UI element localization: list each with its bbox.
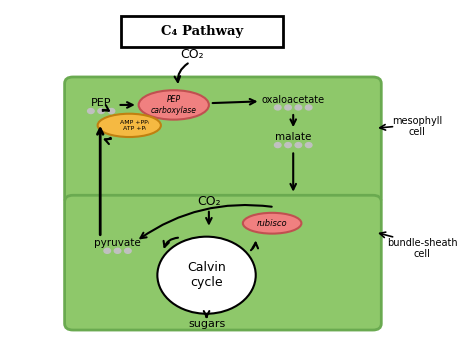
Text: PEP
carboxylase: PEP carboxylase	[151, 95, 197, 115]
Text: mesophyll
cell: mesophyll cell	[392, 116, 442, 137]
Circle shape	[305, 143, 312, 147]
Text: Calvin
cycle: Calvin cycle	[187, 261, 226, 289]
Ellipse shape	[157, 237, 256, 314]
Text: bundle-sheath
cell: bundle-sheath cell	[387, 238, 457, 259]
Ellipse shape	[243, 213, 301, 234]
Text: C₄ Pathway: C₄ Pathway	[161, 25, 243, 38]
Circle shape	[125, 248, 131, 253]
Circle shape	[274, 105, 281, 110]
Text: AMP +PPᵢ: AMP +PPᵢ	[120, 120, 149, 125]
FancyBboxPatch shape	[121, 16, 283, 47]
Circle shape	[295, 105, 301, 110]
Circle shape	[108, 108, 115, 114]
Text: CO₂: CO₂	[197, 195, 221, 208]
Ellipse shape	[138, 90, 209, 120]
FancyBboxPatch shape	[64, 77, 381, 205]
Circle shape	[295, 143, 301, 147]
Text: pyruvate: pyruvate	[94, 238, 141, 248]
Circle shape	[274, 143, 281, 147]
Text: PEP: PEP	[91, 98, 111, 108]
Text: malate: malate	[275, 132, 311, 142]
Circle shape	[98, 108, 104, 114]
Circle shape	[114, 248, 121, 253]
Circle shape	[285, 105, 292, 110]
Text: CO₂: CO₂	[181, 48, 204, 61]
Circle shape	[285, 143, 292, 147]
Text: sugars: sugars	[188, 318, 225, 329]
Circle shape	[305, 105, 312, 110]
FancyBboxPatch shape	[64, 195, 381, 330]
Circle shape	[88, 108, 94, 114]
Text: ATP +Pᵢ: ATP +Pᵢ	[123, 126, 146, 131]
Text: rubisco: rubisco	[257, 219, 287, 228]
Text: oxaloacetate: oxaloacetate	[262, 95, 325, 104]
Circle shape	[104, 248, 110, 253]
Ellipse shape	[98, 114, 161, 137]
